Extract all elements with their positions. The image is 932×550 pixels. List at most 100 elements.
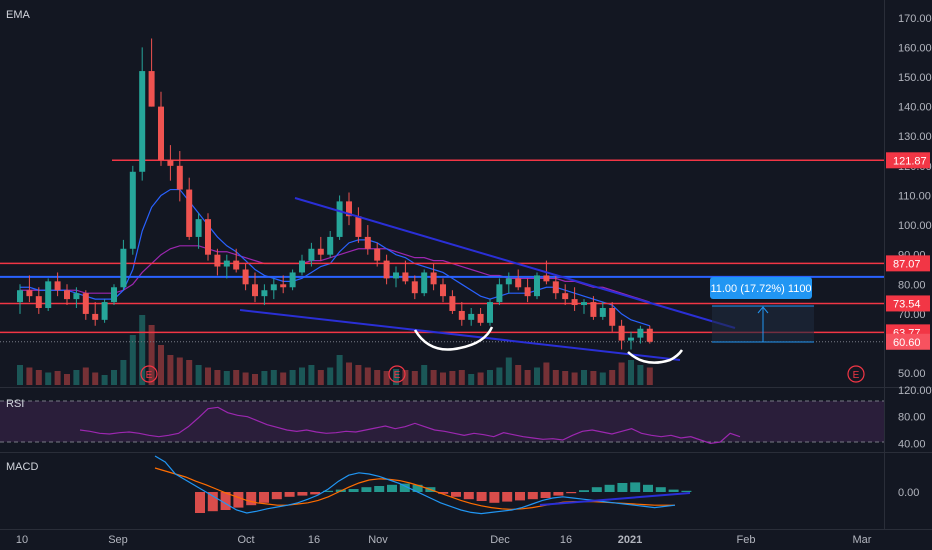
candle-body — [440, 284, 446, 297]
candle — [73, 287, 80, 308]
candle-body — [205, 219, 211, 255]
volume-bar — [73, 370, 80, 385]
candle — [82, 290, 89, 320]
candle — [637, 325, 644, 344]
volume-bar — [468, 374, 475, 385]
candle — [440, 278, 446, 303]
price-tick-label: 110.00 — [898, 190, 931, 202]
volume-bar — [158, 345, 164, 385]
candle-body — [524, 287, 531, 297]
time-axis[interactable]: 10 Sep Oct 16 Nov Dec 16 2021 Feb Mar — [16, 534, 872, 546]
candle-body — [355, 216, 362, 237]
candle-body — [496, 284, 503, 303]
price-tick-label: 130.00 — [898, 131, 932, 143]
candle-body — [646, 328, 653, 342]
candle — [299, 254, 305, 276]
price-axis[interactable]: 170.00 160.00 150.00 140.00 130.00 120.00 110.… — [886, 13, 932, 499]
candle — [393, 266, 399, 288]
volume-bar — [618, 362, 625, 385]
measure-label: 11.00 (17.72%) 1100 — [710, 283, 811, 295]
macd-histogram-bar — [399, 483, 410, 492]
volume-bar — [167, 355, 174, 385]
bottom-curve-left[interactable] — [413, 326, 494, 351]
candle-body — [477, 313, 484, 323]
volume-bar — [54, 371, 61, 385]
time-tick-label: 2021 — [618, 534, 642, 546]
lower-trendline[interactable] — [239, 309, 681, 361]
candle-body — [374, 248, 381, 261]
candle-body — [590, 302, 597, 317]
candle — [242, 263, 249, 291]
rsi-tick-label: 80.00 — [898, 412, 926, 424]
macd-histogram-bar — [540, 492, 551, 498]
measure-label-box[interactable] — [710, 277, 812, 299]
candle-body — [92, 313, 99, 320]
volume-bar — [139, 315, 146, 385]
volume-bar — [176, 357, 183, 385]
volume-bar — [524, 370, 531, 385]
earnings-marker-3[interactable]: E — [847, 365, 865, 383]
candle-body — [421, 272, 428, 294]
candle-body — [45, 281, 52, 308]
candle-body — [505, 278, 512, 285]
volume-bar — [449, 371, 456, 385]
macd-histogram-bar — [233, 492, 244, 508]
candle-body — [167, 159, 174, 166]
candle — [496, 278, 503, 306]
earnings-marker-1[interactable]: E — [140, 365, 158, 383]
candle-body — [581, 302, 587, 306]
candle — [308, 242, 315, 267]
rsi-tick-label: 40.00 — [898, 438, 926, 450]
candle — [289, 269, 296, 291]
volume-bar — [242, 372, 249, 385]
candle-body — [101, 302, 108, 320]
macd-tick-label: 0.00 — [898, 487, 919, 499]
macd-pane-title[interactable]: MACD — [6, 461, 38, 473]
bottom-curve-right[interactable] — [627, 349, 684, 364]
candle-body — [468, 313, 475, 320]
candle — [355, 207, 362, 243]
macd-histogram-bar — [489, 492, 500, 503]
volume-bar — [505, 357, 512, 385]
volume-bar — [101, 375, 108, 385]
candle — [158, 91, 164, 166]
candle — [233, 248, 240, 273]
candle-body — [289, 272, 296, 288]
candle — [421, 269, 428, 297]
main-pane-title[interactable]: EMA — [6, 9, 31, 21]
candle-body — [402, 272, 409, 282]
price-level-tag-label: 121.87 — [893, 155, 927, 167]
earnings-marker-2[interactable]: E — [388, 365, 406, 383]
candle — [618, 319, 625, 350]
macd-histogram-bar — [668, 489, 679, 492]
candle-body — [336, 201, 343, 237]
candle — [599, 302, 606, 320]
candle — [327, 231, 334, 258]
candle — [581, 299, 587, 314]
upper-trendline[interactable] — [294, 197, 736, 329]
candle-body — [139, 71, 146, 172]
price-tick-label: 150.00 — [898, 72, 932, 84]
price-level-tag — [886, 333, 930, 350]
time-tick-label: Mar — [853, 534, 872, 546]
rsi-band — [0, 401, 884, 442]
macd-histogram-bar — [630, 482, 641, 492]
candle — [17, 284, 23, 314]
macd-histogram-bar — [361, 487, 372, 492]
macd-histogram-bar — [297, 492, 308, 496]
time-tick-label: Sep — [108, 534, 128, 546]
volume-bar — [609, 370, 616, 385]
candle-body — [515, 278, 522, 288]
volume-bar — [487, 370, 493, 385]
rsi-pane-title[interactable]: RSI — [6, 398, 24, 410]
price-level-tag-label: 87.07 — [893, 258, 921, 270]
macd-histogram-bar — [284, 492, 295, 497]
candle — [336, 195, 343, 240]
macd-histogram-bar — [412, 484, 423, 492]
volume-bar — [552, 370, 559, 385]
macd-histogram-bar — [604, 484, 615, 492]
candle-body — [552, 281, 559, 294]
candle — [167, 145, 174, 181]
macd-histogram-bar — [502, 492, 513, 502]
